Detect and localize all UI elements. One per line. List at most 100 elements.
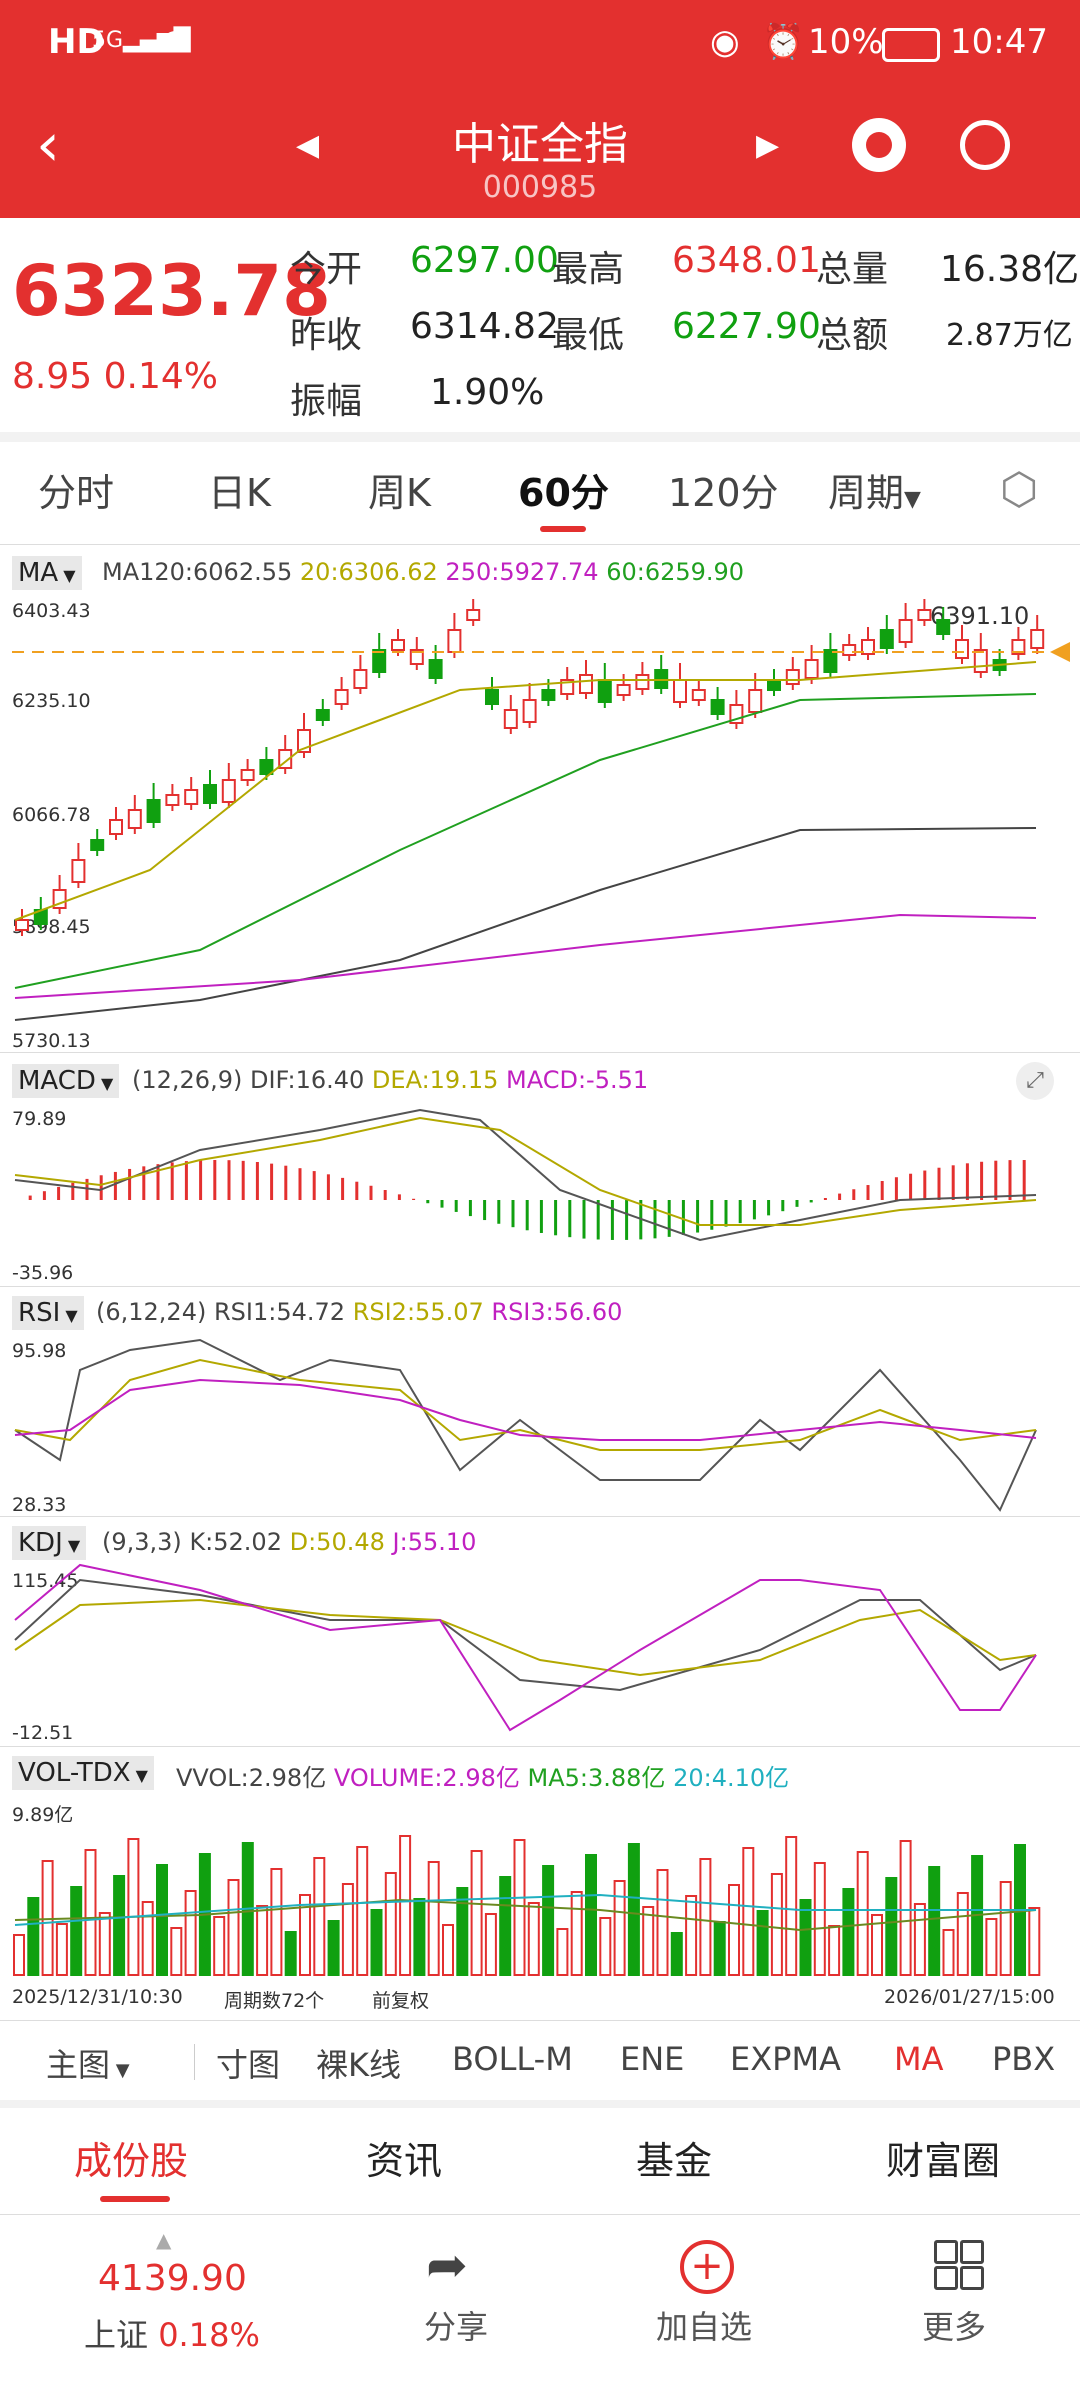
candle	[71, 843, 86, 888]
main-indicator-select[interactable]: MA ▼	[12, 556, 82, 590]
share-icon[interactable]: ➦	[426, 2236, 468, 2294]
dea-line	[14, 1116, 1037, 1226]
volume-bar	[399, 1835, 412, 1976]
value-volume: 16.38亿	[940, 249, 1080, 290]
y-tick: 5730.13	[12, 1030, 91, 1052]
macd-bottom: -35.96	[12, 1262, 74, 1284]
vol-ma5-line	[14, 1898, 1037, 1932]
vol-select[interactable]: VOL-TDX ▼	[12, 1756, 154, 1790]
divider	[0, 1286, 1080, 1287]
volume-bar	[270, 1868, 283, 1976]
candle	[654, 655, 669, 694]
label-volume: 总量	[816, 249, 889, 290]
volume-bar	[756, 1910, 769, 1976]
volume-bar	[928, 1866, 941, 1976]
volume-bar	[299, 1894, 311, 1976]
label-amount: 总额	[816, 315, 889, 356]
index-name-pct[interactable]: 上证 0.18%	[84, 2316, 260, 2354]
prev-stock-icon[interactable]: ◀	[296, 128, 320, 163]
volume-bar	[341, 1883, 354, 1976]
candle	[767, 669, 781, 696]
volume-bar	[942, 1929, 955, 1976]
candle	[879, 615, 894, 654]
volume-bar	[141, 1901, 154, 1976]
candle	[785, 657, 800, 690]
volume-bar	[427, 1861, 440, 1976]
settings-icon[interactable]: ⬡	[1000, 464, 1039, 515]
candle	[466, 599, 481, 626]
candle	[240, 759, 255, 786]
tab-120min[interactable]: 120分	[668, 471, 779, 515]
volume-bar	[871, 1914, 883, 1976]
toolbar-bare-k[interactable]: 裸K线	[316, 2046, 401, 2084]
volume-bar	[642, 1906, 655, 1976]
index-value[interactable]: 4139.90	[98, 2258, 247, 2299]
subtab-news[interactable]: 资讯	[366, 2139, 443, 2183]
rsi-chart	[14, 1338, 1037, 1512]
volume-bar	[327, 1920, 340, 1976]
macd-select[interactable]: MACD ▼	[12, 1064, 120, 1098]
candle	[203, 770, 217, 809]
page-title: 中证全指	[452, 119, 628, 170]
toolbar-boll-m[interactable]: BOLL-M	[452, 2040, 573, 2078]
tab-daily-k[interactable]: 日K	[208, 471, 271, 515]
rsi2-line	[14, 1358, 1037, 1451]
toolbar-expma[interactable]: EXPMA	[730, 2040, 841, 2078]
clock: 10:47	[950, 22, 1048, 62]
candle	[353, 655, 368, 694]
candle	[522, 683, 537, 728]
toolbar-ene[interactable]: ENE	[620, 2040, 685, 2078]
volume-bar	[842, 1888, 855, 1976]
tab-weekly-k[interactable]: 周K	[368, 471, 431, 515]
add-watchlist-button[interactable]: 加自选	[656, 2308, 753, 2346]
kdj-select[interactable]: KDJ ▼	[12, 1526, 87, 1560]
subtab-wealth-circle[interactable]: 财富圈	[886, 2139, 1001, 2183]
volume-bar	[685, 1895, 698, 1976]
kdj-legend: (9,3,3) K:52.02 D:50.48 J:55.10	[102, 1528, 477, 1556]
more-grid-icon[interactable]	[934, 2240, 984, 2290]
battery-percent: 10%	[808, 22, 884, 62]
volume-bar	[442, 1924, 454, 1976]
label-high: 最高	[552, 249, 625, 290]
candle	[710, 687, 725, 720]
5g-signal-icon: 5G▂▄▆█	[92, 28, 191, 53]
subtab-funds[interactable]: 基金	[636, 2139, 713, 2183]
toolbar-pbx[interactable]: PBX	[992, 2040, 1056, 2078]
tab-intraday[interactable]: 分时	[38, 471, 115, 515]
candle	[691, 679, 706, 706]
vol-top: 9.89亿	[12, 1804, 74, 1826]
share-button[interactable]: 分享	[424, 2308, 489, 2346]
back-icon[interactable]: ‹	[36, 110, 60, 180]
start-time: 2025/12/31/10:30	[12, 1986, 183, 2008]
candle	[259, 747, 274, 780]
toolbar-ma[interactable]: MA	[894, 2040, 944, 2078]
kdj-chart	[14, 1563, 1037, 1732]
kdj-bottom: -12.51	[12, 1722, 74, 1744]
y-tick: 6403.43	[12, 600, 91, 622]
next-stock-icon[interactable]: ▶	[756, 128, 780, 163]
volume-bar	[770, 1873, 783, 1976]
active-subtab-indicator	[100, 2196, 170, 2202]
candle	[315, 699, 330, 726]
candlestick-chart[interactable]	[0, 590, 1080, 1050]
volume-bar	[527, 1902, 540, 1976]
label-prev-close: 昨收	[290, 315, 363, 356]
tab-period[interactable]: 周期▼	[828, 471, 921, 515]
candle	[635, 662, 650, 695]
rsi-select[interactable]: RSI ▼	[12, 1296, 84, 1330]
toolbar-cun[interactable]: 寸图	[216, 2046, 281, 2084]
volume-bar	[785, 1836, 798, 1976]
volume-bar	[70, 1886, 83, 1976]
expand-icon[interactable]: ⤢	[1016, 1062, 1054, 1100]
volume-bar	[985, 1918, 998, 1976]
mascot-icon[interactable]	[852, 118, 906, 172]
subtab-constituents[interactable]: 成份股	[74, 2139, 189, 2183]
more-button[interactable]: 更多	[922, 2308, 987, 2346]
value-high: 6348.01	[672, 240, 821, 281]
tab-60min[interactable]: 60分	[518, 471, 609, 515]
search-icon[interactable]	[960, 120, 1010, 170]
toolbar-main-chart[interactable]: 主图 ▼	[46, 2046, 130, 2084]
add-watch-icon[interactable]: +	[680, 2240, 734, 2294]
d-line	[14, 1598, 1037, 1677]
volume-bar	[556, 1928, 569, 1976]
